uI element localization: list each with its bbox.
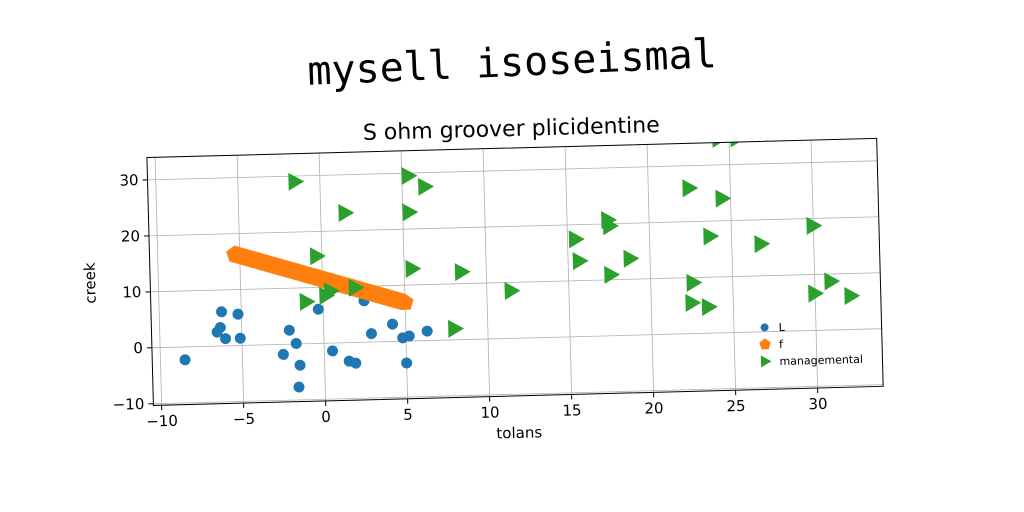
point-managemental bbox=[504, 281, 521, 300]
x-gridline bbox=[154, 157, 163, 406]
x-tick-label: 20 bbox=[644, 399, 664, 417]
x-gridline bbox=[564, 146, 572, 395]
x-gridline bbox=[810, 140, 818, 389]
x-axis-label: tolans bbox=[496, 423, 542, 442]
point-L bbox=[401, 357, 413, 369]
x-tick-label: 5 bbox=[403, 406, 413, 424]
point-L bbox=[312, 303, 324, 315]
point-L bbox=[179, 354, 191, 366]
point-managemental bbox=[448, 319, 464, 338]
point-L bbox=[234, 332, 246, 344]
point-managemental bbox=[401, 167, 418, 186]
point-managemental bbox=[604, 265, 621, 284]
legend-label-L: L bbox=[778, 321, 785, 334]
legend-marker-f bbox=[759, 338, 771, 350]
point-L bbox=[232, 308, 244, 320]
chart-title: S ohm groover plicidentine bbox=[363, 113, 660, 146]
y-tick-label: 30 bbox=[119, 171, 139, 189]
point-L bbox=[294, 359, 306, 371]
point-managemental bbox=[686, 273, 703, 292]
x-tick-label: −10 bbox=[146, 412, 178, 431]
point-L bbox=[387, 318, 399, 330]
plot-frame bbox=[146, 137, 884, 406]
point-managemental bbox=[418, 177, 435, 196]
x-tick-label: −5 bbox=[233, 410, 256, 429]
point-L bbox=[350, 357, 362, 369]
x-gridline bbox=[646, 144, 654, 393]
point-managemental bbox=[454, 263, 471, 282]
y-gridline bbox=[148, 216, 879, 237]
point-L bbox=[290, 337, 302, 349]
x-tick-label: 10 bbox=[480, 403, 500, 421]
point-managemental bbox=[402, 203, 419, 222]
point-L bbox=[421, 325, 433, 337]
legend-label-f: f bbox=[779, 338, 784, 351]
legend-marker-L bbox=[760, 323, 769, 332]
point-managemental bbox=[299, 292, 316, 311]
point-L bbox=[216, 306, 228, 318]
y-axis-label: creek bbox=[81, 262, 100, 304]
point-L bbox=[277, 348, 289, 360]
point-managemental bbox=[808, 284, 825, 303]
x-gridline bbox=[728, 142, 736, 391]
point-managemental bbox=[288, 172, 305, 191]
point-managemental bbox=[806, 216, 823, 235]
y-gridline bbox=[150, 272, 881, 293]
point-managemental bbox=[568, 230, 585, 249]
legend-marker-managemental bbox=[760, 355, 772, 368]
point-L bbox=[327, 345, 339, 357]
point-managemental bbox=[715, 189, 732, 208]
point-managemental bbox=[685, 294, 702, 313]
data-marks bbox=[179, 138, 861, 393]
x-tick-label: 0 bbox=[321, 408, 331, 426]
point-managemental bbox=[623, 249, 640, 268]
point-managemental bbox=[754, 235, 771, 254]
point-L bbox=[220, 333, 232, 345]
axis-ticks: −10 −5 0 5 10 15 20 25 30 −10 0 10 20 30 bbox=[113, 171, 828, 431]
point-managemental bbox=[572, 252, 589, 271]
y-gridline bbox=[151, 328, 882, 349]
x-tick-label: 15 bbox=[562, 401, 582, 419]
point-L bbox=[214, 322, 226, 334]
point-managemental bbox=[844, 287, 861, 306]
legend: Lf managemental bbox=[759, 321, 863, 368]
point-managemental bbox=[682, 179, 699, 198]
y-tick-label: 10 bbox=[122, 283, 142, 301]
y-gridline bbox=[147, 160, 878, 181]
point-managemental bbox=[309, 247, 326, 266]
point-L bbox=[293, 381, 305, 393]
point-f bbox=[396, 293, 414, 310]
point-managemental bbox=[348, 278, 365, 297]
point-managemental bbox=[701, 298, 718, 317]
point-L bbox=[283, 324, 295, 336]
plot-area: S ohm groover plicidentine −10 −5 0 5 10 15 20… bbox=[81, 113, 884, 442]
point-managemental bbox=[824, 272, 841, 291]
point-managemental bbox=[730, 138, 747, 148]
point-managemental bbox=[703, 227, 720, 246]
y-tick-label: 20 bbox=[121, 227, 141, 245]
legend-label-managemental: managemental bbox=[779, 353, 863, 368]
x-tick-label: 30 bbox=[808, 395, 828, 413]
y-tick-label: −10 bbox=[113, 395, 145, 414]
x-tick-label: 25 bbox=[726, 397, 746, 415]
point-L bbox=[403, 330, 415, 342]
point-managemental bbox=[338, 203, 355, 222]
point-L bbox=[365, 328, 377, 340]
x-gridline bbox=[400, 150, 409, 399]
y-gridline bbox=[153, 384, 884, 405]
plot-background bbox=[146, 138, 884, 406]
point-managemental bbox=[602, 217, 619, 236]
x-gridline bbox=[236, 155, 245, 404]
x-gridline bbox=[482, 148, 490, 397]
point-managemental bbox=[323, 282, 340, 301]
grid bbox=[147, 140, 884, 406]
y-tick-label: 0 bbox=[133, 339, 143, 357]
point-managemental bbox=[405, 259, 422, 278]
